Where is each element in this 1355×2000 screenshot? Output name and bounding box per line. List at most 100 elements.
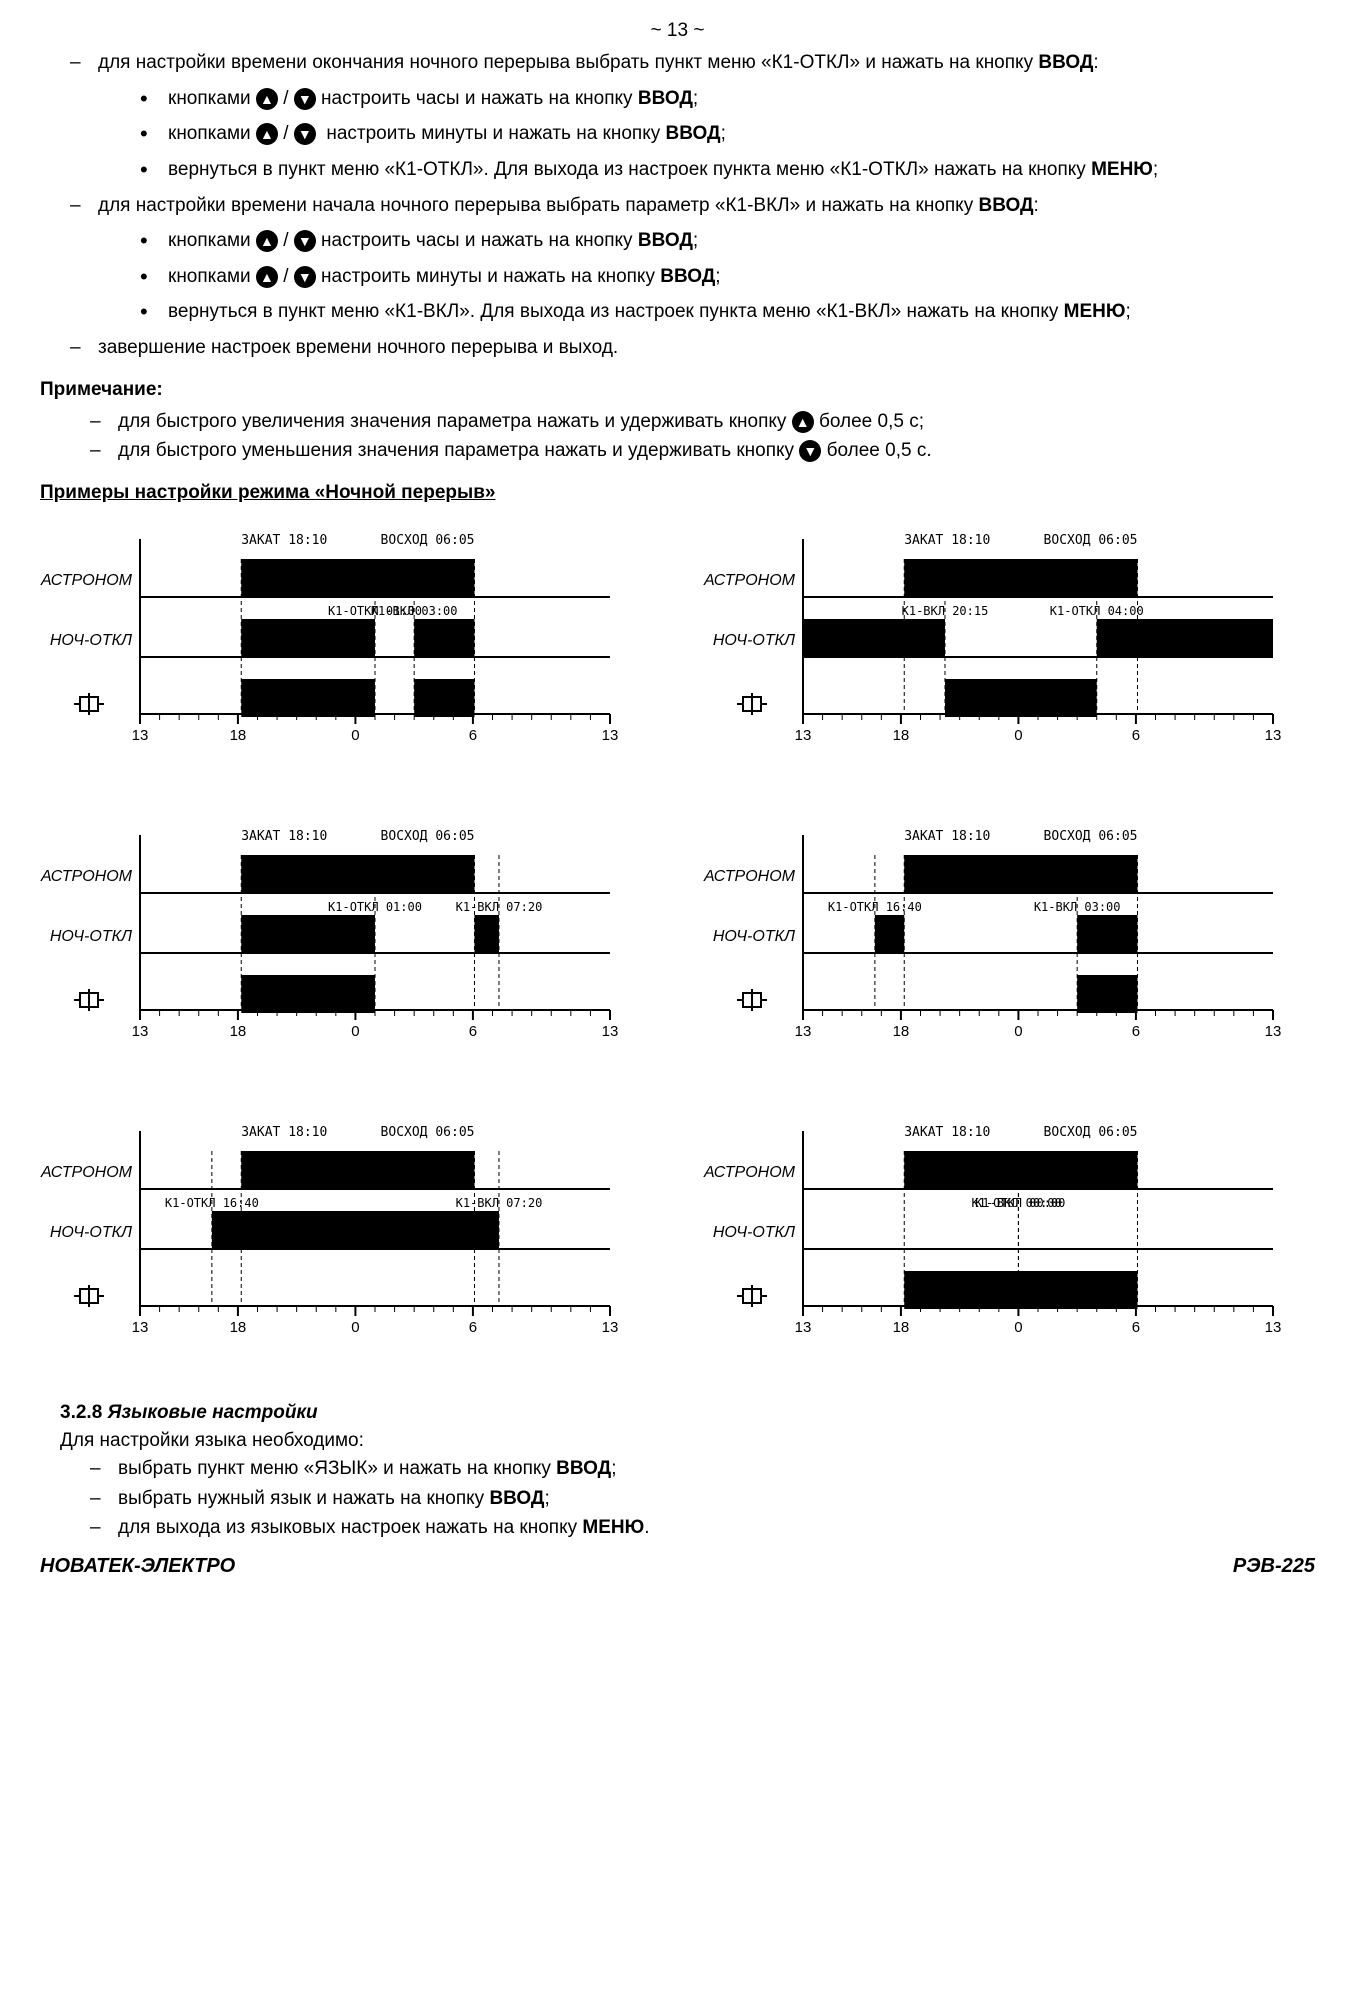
svg-text:13: 13 — [602, 1023, 619, 1040]
svg-text:6: 6 — [469, 727, 477, 744]
t: для быстрого уменьшения значения парамет… — [118, 440, 799, 461]
svg-text:НОЧ-ОТКЛ: НОЧ-ОТКЛ — [50, 632, 132, 649]
b: ВВОД — [556, 1458, 611, 1479]
b: ВВОД — [638, 88, 693, 109]
timing-chart-0: ЗАКАТ 18:10ВОСХОД 06:05АСТРОНОМК1-ОТКЛ 0… — [40, 524, 620, 774]
t: более 0,5 с. — [821, 440, 931, 461]
b: МЕНЮ — [582, 1517, 644, 1538]
num: 3.2.8 — [60, 1402, 108, 1423]
b: ВВОД — [638, 230, 693, 251]
lang-list: выбрать пункт меню «ЯЗЫК» и нажать на кн… — [40, 1456, 1315, 1541]
footer-left: НОВАТЕК-ЭЛЕКТРО — [40, 1555, 235, 1578]
svg-text:0: 0 — [1014, 727, 1022, 744]
t: кнопками — [168, 230, 256, 251]
up-icon: ▲ — [256, 88, 278, 110]
svg-text:НОЧ-ОТКЛ: НОЧ-ОТКЛ — [712, 928, 794, 945]
down-icon: ▼ — [294, 266, 316, 288]
svg-text:18: 18 — [892, 1023, 909, 1040]
svg-text:13: 13 — [132, 727, 149, 744]
svg-text:НОЧ-ОТКЛ: НОЧ-ОТКЛ — [50, 1224, 132, 1241]
it: Языковые настройки — [108, 1402, 318, 1423]
timing-chart-4: ЗАКАТ 18:10ВОСХОД 06:05АСТРОНОМК1-ОТКЛ 1… — [40, 1116, 620, 1366]
svg-text:18: 18 — [230, 1023, 247, 1040]
t: выбрать пункт меню «ЯЗЫК» и нажать на кн… — [118, 1458, 556, 1479]
svg-text:13: 13 — [132, 1319, 149, 1336]
svg-text:18: 18 — [892, 1319, 909, 1336]
svg-text:6: 6 — [1131, 727, 1139, 744]
svg-text:13: 13 — [602, 1319, 619, 1336]
charts-grid: ЗАКАТ 18:10ВОСХОД 06:05АСТРОНОМК1-ОТКЛ 0… — [40, 524, 1315, 1372]
main-list-2: для настройки времени начала ночного пер… — [40, 193, 1315, 219]
lang-2: выбрать нужный язык и нажать на кнопку В… — [90, 1486, 1315, 1512]
svg-text:АСТРОНОМ: АСТРОНОМ — [40, 868, 133, 885]
svg-text:АСТРОНОМ: АСТРОНОМ — [40, 572, 133, 589]
t: настроить часы и нажать на кнопку — [316, 230, 638, 251]
svg-text:0: 0 — [1014, 1023, 1022, 1040]
t: для быстрого увеличения значения парамет… — [118, 411, 792, 432]
item-finish: завершение настроек времени ночного пере… — [70, 335, 1315, 361]
svg-text:ВОСХОД 06:05: ВОСХОД 06:05 — [381, 533, 475, 548]
svg-text:18: 18 — [892, 727, 909, 744]
svg-text:13: 13 — [794, 1023, 811, 1040]
t: более 0,5 с; — [814, 411, 924, 432]
svg-text:6: 6 — [469, 1319, 477, 1336]
svg-text:АСТРОНОМ: АСТРОНОМ — [703, 1164, 796, 1181]
t: вернуться в пункт меню «К1-ВКЛ». Для вых… — [168, 301, 1064, 322]
svg-text:НОЧ-ОТКЛ: НОЧ-ОТКЛ — [712, 1224, 794, 1241]
sub-minutes: кнопками ▲ / ▼ настроить минуты и нажать… — [140, 121, 1315, 147]
svg-text:АСТРОНОМ: АСТРОНОМ — [40, 1164, 133, 1181]
svg-text:НОЧ-ОТКЛ: НОЧ-ОТКЛ — [712, 632, 794, 649]
sub-hours: кнопками ▲ / ▼ настроить часы и нажать н… — [140, 86, 1315, 112]
svg-text:ЗАКАТ 18:10: ЗАКАТ 18:10 — [241, 829, 327, 844]
t: для настройки времени начала ночного пер… — [98, 195, 978, 216]
vvod: ВВОД — [1038, 52, 1093, 73]
item-otkl-intro: для настройки времени окончания ночного … — [70, 50, 1315, 76]
t: выбрать нужный язык и нажать на кнопку — [118, 1488, 489, 1509]
svg-text:ЗАКАТ 18:10: ЗАКАТ 18:10 — [241, 533, 327, 548]
t: настроить минуты и нажать на кнопку — [316, 266, 660, 287]
svg-text:6: 6 — [1131, 1319, 1139, 1336]
down-icon: ▼ — [294, 230, 316, 252]
sub-return-otkl: вернуться в пункт меню «К1-ОТКЛ». Для вы… — [140, 157, 1315, 183]
down-icon: ▼ — [799, 440, 821, 462]
svg-text:13: 13 — [1264, 1319, 1281, 1336]
svg-text:0: 0 — [351, 1319, 359, 1336]
t: кнопками — [168, 88, 256, 109]
up-icon: ▲ — [792, 411, 814, 433]
svg-text:ВОСХОД 06:05: ВОСХОД 06:05 — [1043, 533, 1137, 548]
svg-text:13: 13 — [794, 727, 811, 744]
svg-text:ЗАКАТ 18:10: ЗАКАТ 18:10 — [241, 1125, 327, 1140]
lang-heading: 3.2.8 Языковые настройки — [60, 1402, 1315, 1424]
b: ВВОД — [978, 195, 1033, 216]
note-list: для быстрого увеличения значения парамет… — [40, 409, 1315, 464]
b: МЕНЮ — [1091, 159, 1153, 180]
svg-text:13: 13 — [132, 1023, 149, 1040]
svg-text:13: 13 — [1264, 1023, 1281, 1040]
chart-5: ЗАКАТ 18:10ВОСХОД 06:05АСТРОНОМК1-ОТКЛ 0… — [703, 1116, 1316, 1372]
examples-title: Примеры настройки режима «Ночной перерыв… — [40, 482, 1315, 504]
svg-text:0: 0 — [1014, 1319, 1022, 1336]
txt: для настройки времени окончания ночного … — [98, 52, 1038, 73]
down-icon: ▼ — [294, 88, 316, 110]
main-list-3: завершение настроек времени ночного пере… — [40, 335, 1315, 361]
b: ВВОД — [660, 266, 715, 287]
t: настроить часы и нажать на кнопку — [316, 88, 638, 109]
timing-chart-2: ЗАКАТ 18:10ВОСХОД 06:05АСТРОНОМК1-ОТКЛ 0… — [40, 820, 620, 1070]
svg-text:ЗАКАТ 18:10: ЗАКАТ 18:10 — [904, 533, 990, 548]
lang-1: выбрать пункт меню «ЯЗЫК» и нажать на кн… — [90, 1456, 1315, 1482]
t: кнопками — [168, 266, 256, 287]
item-vkl-intro: для настройки времени начала ночного пер… — [70, 193, 1315, 219]
t: вернуться в пункт меню «К1-ОТКЛ». Для вы… — [168, 159, 1091, 180]
sub-list-2: кнопками ▲ / ▼ настроить часы и нажать н… — [40, 228, 1315, 325]
up-icon: ▲ — [256, 123, 278, 145]
chart-1: ЗАКАТ 18:10ВОСХОД 06:05АСТРОНОМК1-ВКЛ 20… — [703, 524, 1316, 780]
timing-chart-3: ЗАКАТ 18:10ВОСХОД 06:05АСТРОНОМК1-ОТКЛ 1… — [703, 820, 1283, 1070]
up-icon: ▲ — [256, 266, 278, 288]
svg-text:ВОСХОД 06:05: ВОСХОД 06:05 — [381, 1125, 475, 1140]
down-icon: ▼ — [294, 123, 316, 145]
sub-return-vkl: вернуться в пункт меню «К1-ВКЛ». Для вых… — [140, 299, 1315, 325]
timing-chart-1: ЗАКАТ 18:10ВОСХОД 06:05АСТРОНОМК1-ВКЛ 20… — [703, 524, 1283, 774]
svg-text:6: 6 — [1131, 1023, 1139, 1040]
b: МЕНЮ — [1064, 301, 1126, 322]
svg-text:АСТРОНОМ: АСТРОНОМ — [703, 572, 796, 589]
